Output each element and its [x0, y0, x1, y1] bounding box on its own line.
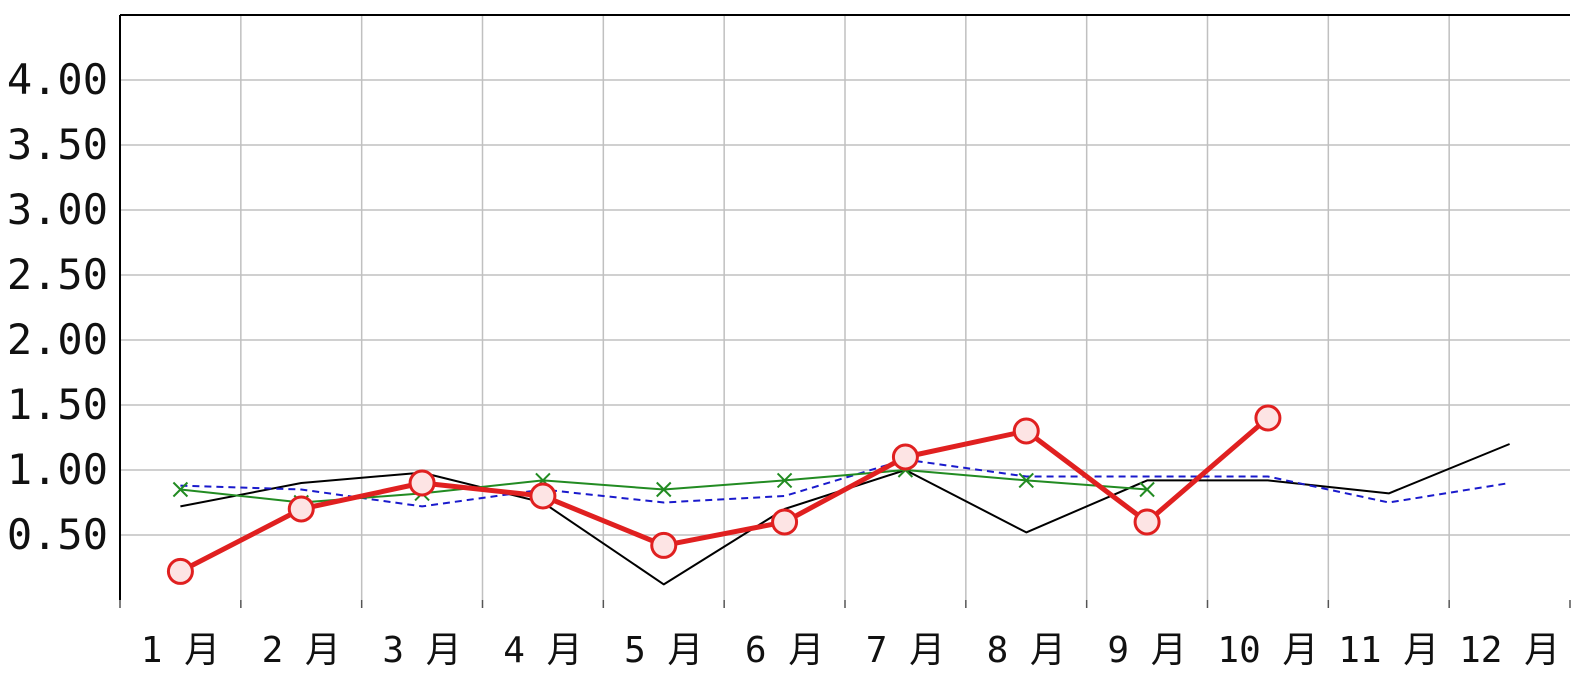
x-marker: [172, 481, 189, 498]
y-tick-label: 2.00: [7, 315, 108, 364]
y-tick-label: 1.50: [7, 380, 108, 429]
x-tick-label: 6 月: [745, 630, 824, 671]
circle-marker: [1012, 417, 1040, 445]
x-tick-labels: 1 月 2 月 3 月 4 月 5 月 6 月 7 月 8 月 9 月 10 月 11 月 12 月: [141, 630, 1560, 671]
x-tick-label: 10 月: [1217, 630, 1318, 671]
y-tick-label: 0.50: [7, 510, 108, 559]
axes: [119, 14, 1571, 608]
y-tick-label: 4.00: [7, 55, 108, 104]
x-tick-label: 5 月: [624, 630, 703, 671]
x-marker: [1018, 472, 1034, 489]
x-tick-label: 11 月: [1338, 630, 1439, 671]
series-4: [166, 404, 1282, 585]
series-line: [180, 458, 1510, 508]
circle-marker: [771, 508, 799, 536]
series-line: [179, 416, 1270, 574]
y-tick-labels: 0.50 1.00 1.50 2.00 2.50 3.00 3.50 4.00: [7, 55, 108, 559]
circle-marker: [650, 531, 678, 559]
circle-marker: [287, 495, 315, 523]
x-marker: [1139, 481, 1155, 498]
y-tick-label: 3.00: [7, 185, 108, 234]
y-tick-label: 1.00: [7, 445, 108, 494]
x-tick-label: 1 月: [141, 630, 220, 671]
x-tick-label: 8 月: [987, 630, 1066, 671]
circle-marker: [1133, 508, 1161, 536]
x-marker: [656, 481, 672, 498]
circle-marker: [529, 482, 557, 510]
y-tick-label: 3.50: [7, 120, 108, 169]
circle-marker: [1254, 404, 1282, 432]
x-tick-label: 4 月: [503, 630, 582, 671]
series-2: [180, 458, 1510, 508]
x-tick-label: 3 月: [382, 630, 461, 671]
series-line: [180, 469, 1148, 504]
circle-marker: [891, 443, 919, 471]
x-tick-label: 12 月: [1459, 630, 1560, 671]
x-tick-label: 7 月: [866, 630, 945, 671]
series: [166, 404, 1510, 586]
y-tick-label: 2.50: [7, 250, 108, 299]
circle-marker: [408, 469, 436, 497]
x-marker: [776, 472, 793, 489]
circle-marker: [166, 557, 194, 585]
x-tick-label: 9 月: [1107, 630, 1186, 671]
x-tick-label: 2 月: [262, 630, 341, 671]
grid: [120, 15, 1570, 600]
